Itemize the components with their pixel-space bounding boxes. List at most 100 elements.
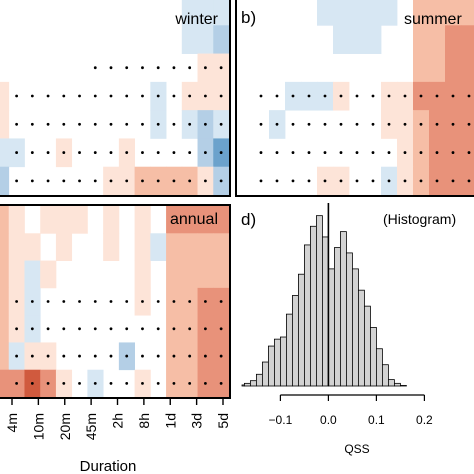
histogram-bar: [321, 236, 329, 387]
significance-dot: [467, 94, 471, 98]
significance-dot: [339, 94, 343, 98]
heatmap-cell: [461, 81, 474, 111]
heatmap-cell: [0, 206, 10, 234]
significance-dot: [30, 300, 34, 303]
histogram-bar: [345, 252, 353, 387]
significance-dot: [467, 151, 471, 154]
significance-dot: [172, 94, 176, 98]
histogram-bar: [297, 273, 305, 387]
heatmap-cell: [166, 233, 183, 261]
significance-dot: [371, 122, 375, 126]
histogram-bar: [375, 348, 383, 387]
significance-dot: [204, 151, 207, 154]
significance-dot: [109, 66, 113, 70]
significance-dot: [172, 151, 176, 154]
significance-dot: [93, 66, 97, 70]
heatmap-cell: [197, 25, 214, 54]
panel-b-significance-dots: [259, 94, 471, 183]
histogram-bar: [309, 225, 317, 387]
significance-dot: [467, 179, 471, 183]
significance-dot: [188, 122, 192, 126]
heatmap-cell: [429, 25, 446, 54]
significance-dot: [419, 179, 423, 183]
heatmap-cell: [461, 53, 474, 83]
significance-dot: [156, 122, 160, 126]
significance-dot: [156, 354, 160, 358]
heatmap-cell: [349, 25, 366, 54]
significance-dot: [188, 354, 192, 358]
significance-dot: [93, 354, 97, 358]
significance-dot: [46, 179, 50, 183]
panel-a-title: winter: [174, 11, 218, 28]
significance-dot: [188, 300, 192, 303]
significance-dot: [62, 381, 66, 385]
heatmap-cell: [445, 53, 462, 83]
significance-dot: [172, 179, 176, 183]
significance-dot: [172, 381, 176, 385]
significance-dot: [172, 300, 176, 303]
heatmap-cell: [365, 0, 382, 26]
significance-dot: [172, 354, 176, 358]
histogram-bar: [393, 382, 401, 387]
significance-dot: [125, 151, 129, 154]
significance-dot: [15, 122, 18, 126]
heatmap-cell: [349, 0, 366, 26]
significance-dot: [141, 122, 144, 126]
significance-dot: [15, 300, 18, 303]
significance-dot: [275, 179, 279, 183]
histogram-bar: [243, 382, 251, 387]
heatmap-cell: [413, 25, 430, 54]
panel-c: annual: [0, 204, 231, 399]
significance-dot: [188, 381, 192, 385]
significance-dot: [219, 151, 223, 154]
heatmap-cell: [134, 206, 151, 234]
significance-dot: [46, 94, 50, 98]
heatmap-cell: [103, 233, 120, 261]
significance-dot: [323, 179, 327, 183]
significance-dot: [355, 151, 359, 154]
significance-dot: [141, 327, 144, 331]
heatmap-cell: [8, 233, 25, 261]
panel-a-significance-dots: [15, 66, 223, 183]
significance-dot: [62, 94, 66, 98]
significance-dot: [307, 151, 311, 154]
significance-dot: [30, 381, 34, 385]
histogram-bar: [273, 338, 281, 387]
significance-dot: [291, 151, 295, 154]
significance-dot: [78, 94, 81, 98]
significance-dot: [451, 122, 455, 126]
significance-dot: [141, 381, 144, 385]
heatmap-cell: [0, 110, 10, 139]
significance-dot: [323, 151, 327, 154]
duration-axis-label: Duration: [80, 458, 137, 474]
significance-dot: [78, 381, 81, 385]
significance-dot: [109, 151, 113, 154]
heatmap-cell: [0, 369, 10, 398]
duration-tick-label: 4m: [4, 413, 20, 432]
significance-dot: [78, 179, 81, 183]
heatmap-cell: [181, 233, 198, 261]
significance-dot: [125, 327, 129, 331]
duration-axis: 4m 10m 20m 45m 2h 8h 1d 3d 5d: [4, 398, 231, 440]
significance-dot: [355, 122, 359, 126]
significance-dot: [141, 66, 144, 70]
significance-dot: [387, 122, 391, 126]
histogram-bar: [303, 244, 311, 387]
significance-dot: [156, 151, 160, 154]
panel-b-label: b): [241, 8, 256, 27]
histogram-x-axis: −0.1 0.0 0.1 0.2: [269, 394, 433, 427]
significance-dot: [371, 179, 375, 183]
significance-dot: [30, 122, 34, 126]
histogram-bar: [267, 345, 275, 387]
significance-dot: [403, 151, 407, 154]
heatmap-cell: [213, 206, 230, 234]
significance-dot: [156, 94, 160, 98]
heatmap-cell: [365, 25, 382, 54]
duration-tick-label: 8h: [136, 413, 152, 429]
heatmap-cell: [40, 260, 57, 289]
histogram-bar: [339, 231, 347, 387]
significance-dot: [371, 94, 375, 98]
heatmap-cell: [333, 0, 350, 26]
duration-tick-label: 45m: [83, 413, 99, 440]
significance-dot: [451, 94, 455, 98]
